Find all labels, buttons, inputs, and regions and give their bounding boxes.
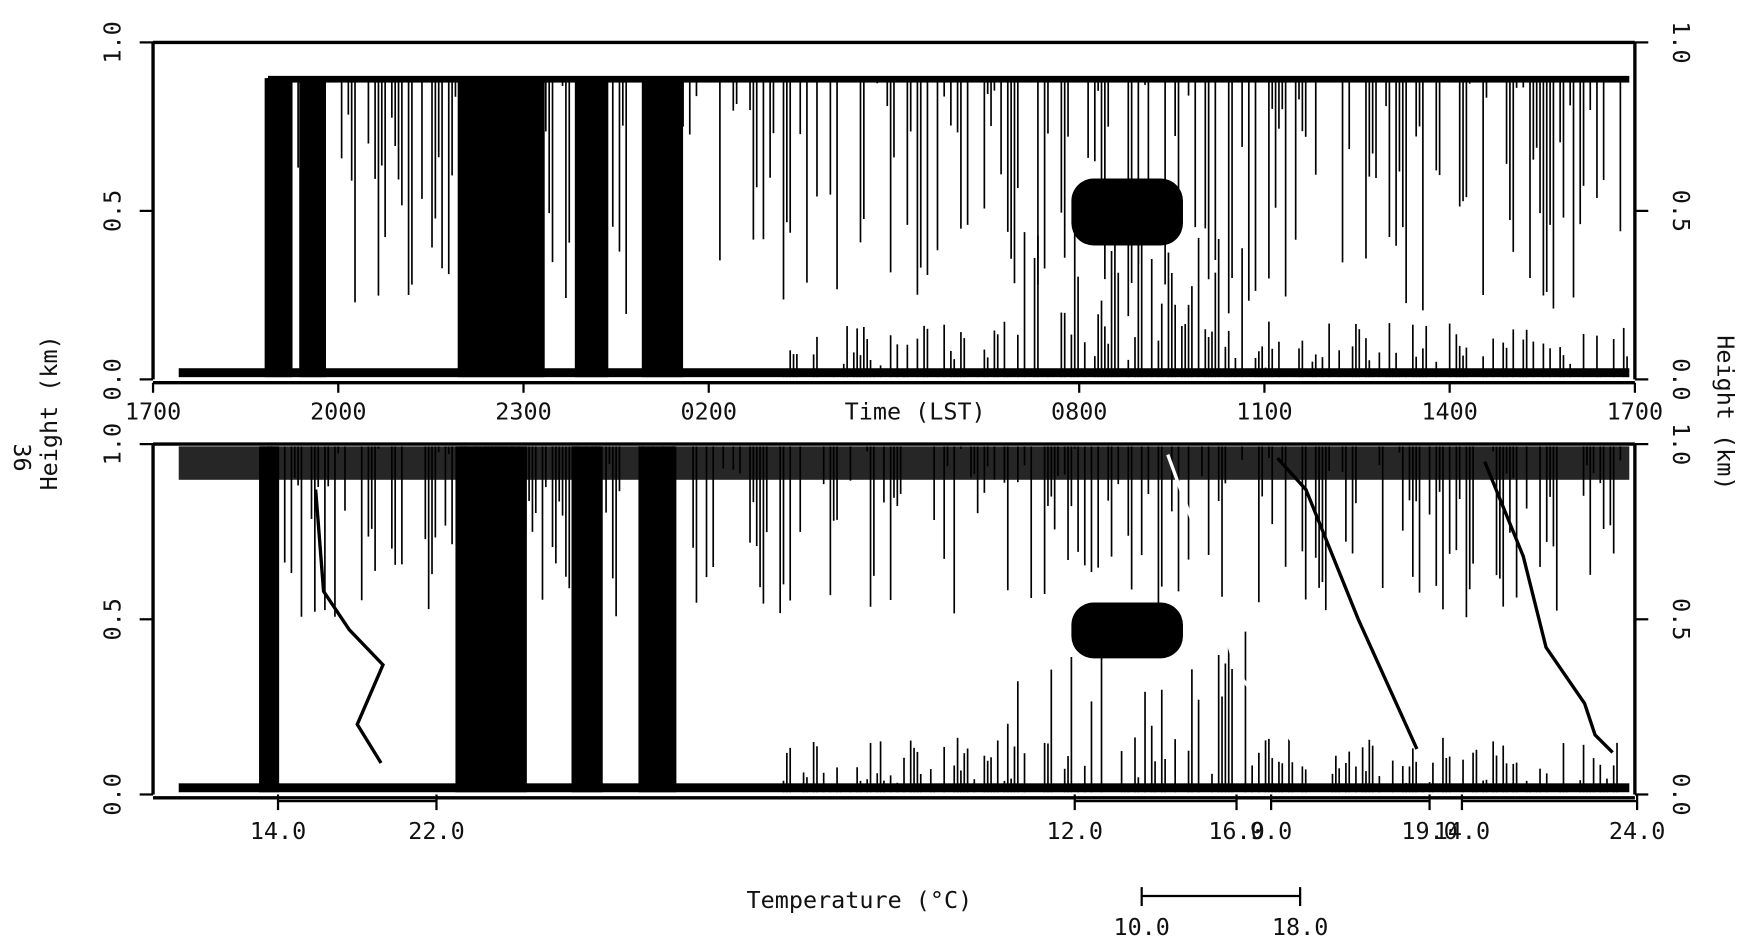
- temperature-profile: [1166, 454, 1303, 754]
- x-tick-label: 2000: [310, 397, 366, 425]
- page-number: 36: [8, 443, 36, 471]
- x-tick-label: 0800: [1051, 397, 1107, 425]
- x-tick-label: 1400: [1421, 397, 1477, 425]
- y2-tick-label: 0.0: [1667, 773, 1695, 815]
- y-tick-label: 1.0: [98, 423, 126, 465]
- scale-bar-label: 10.0: [1113, 913, 1169, 941]
- record-top: [267, 75, 1630, 83]
- record-dark: [299, 78, 327, 378]
- record-dark: [259, 446, 280, 793]
- profile-tick-label: 9.0: [1250, 817, 1292, 845]
- record-blob: [1071, 602, 1183, 659]
- x-axis-label: Time (LST): [845, 397, 986, 425]
- record-dark: [455, 446, 527, 793]
- x-tick-label: 2300: [495, 397, 551, 425]
- x-tick-label: 1700: [125, 397, 181, 425]
- profile-tick-label: 16.0: [1208, 817, 1264, 845]
- profile-tick-label: 19.0: [1401, 817, 1457, 845]
- record-dark: [638, 446, 677, 793]
- y2-tick-label: 1.0: [1667, 423, 1695, 465]
- record-blob: [1071, 178, 1183, 246]
- y-tick-label: 1.0: [98, 21, 126, 63]
- y-tick-label: 0.5: [98, 598, 126, 640]
- record-top: [178, 446, 1630, 480]
- y2-tick-label: 0.0: [1667, 358, 1695, 400]
- sodar-records: [178, 75, 1630, 793]
- temperature-profile: [1483, 460, 1614, 754]
- profile-tick-label: 24.0: [1609, 817, 1665, 845]
- x-tick-label: 1100: [1236, 397, 1292, 425]
- y-axis-label: Height (km): [35, 335, 63, 490]
- scale-bar-label: 18.0: [1272, 913, 1328, 941]
- y2-tick-label: 0.5: [1667, 598, 1695, 640]
- y-tick-label: 0.0: [98, 358, 126, 400]
- y2-tick-label: 0.5: [1667, 190, 1695, 232]
- y2-axis-label: Height (km): [1712, 335, 1740, 490]
- y2-tick-label: 1.0: [1667, 21, 1695, 63]
- profile-tick-label: 12.0: [1047, 817, 1103, 845]
- y-tick-label: 0.5: [98, 190, 126, 232]
- profile-tick-label: 14.0: [250, 817, 306, 845]
- x-tick-label: 1700: [1607, 397, 1663, 425]
- temperature-profile: [1276, 456, 1419, 750]
- x-axis-label: Temperature (°C): [747, 886, 973, 914]
- x-tick-label: 0200: [681, 397, 737, 425]
- y-tick-label: 0.0: [98, 773, 126, 815]
- profile-tick-label: 14.0: [1434, 817, 1490, 845]
- temperature-profile: [313, 489, 385, 764]
- profile-tick-label: 22.0: [408, 817, 464, 845]
